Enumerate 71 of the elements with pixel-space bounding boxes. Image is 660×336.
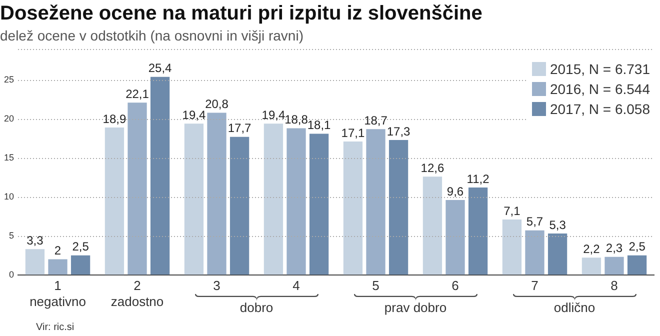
data-label: 18,7 (364, 113, 388, 128)
bar (104, 128, 124, 275)
data-label: 22,1 (126, 86, 150, 101)
bar (309, 134, 329, 275)
data-label: 3,3 (26, 233, 44, 248)
data-label: 2,2 (583, 242, 600, 256)
bar (582, 258, 602, 275)
y-tick-label: 0 (8, 269, 14, 280)
bar (468, 188, 488, 275)
y-tick-label: 20 (4, 113, 14, 124)
bar (446, 200, 465, 275)
y-tick-label: 25 (4, 74, 14, 84)
data-label: 2 (54, 244, 62, 258)
bar (25, 249, 45, 275)
bar (627, 255, 647, 275)
legend-label: 2015, N = 6.731 (550, 60, 650, 77)
text: prav dobro (384, 300, 447, 315)
x-tick-label: 4 (292, 278, 300, 294)
bar (388, 140, 408, 275)
y-tick-label: 10 (4, 191, 14, 202)
data-label: 18,8 (284, 112, 308, 127)
x-tick-label: 5 (372, 278, 380, 294)
bar (230, 136, 250, 275)
data-label: 11,2 (466, 172, 490, 186)
x-tick-label: 7 (531, 278, 538, 294)
data-label: 17,3 (386, 124, 411, 138)
data-label: 2,5 (72, 240, 90, 254)
text: Vir: ric.si (36, 322, 74, 333)
data-label: 9,6 (446, 184, 464, 198)
bar (366, 129, 386, 275)
bar (286, 128, 306, 275)
data-label: 20,8 (205, 97, 229, 112)
data-label: 25,4 (148, 61, 172, 76)
text: dobro (240, 300, 274, 315)
legend-label: 2017, N = 6.058 (550, 100, 650, 117)
bar (128, 102, 147, 275)
data-label: 17,7 (228, 121, 252, 136)
data-label: 17,1 (341, 126, 365, 140)
y-tick-label: 15 (4, 152, 14, 162)
y-tick-label: 5 (8, 230, 14, 240)
bar (548, 233, 568, 275)
bar (343, 142, 363, 275)
chart-title: Dosežene ocene na maturi pri izpitu iz slovenščine (0, 2, 482, 25)
bar (502, 219, 522, 275)
data-label: 18,9 (102, 112, 126, 126)
data-label: 19,4 (262, 108, 286, 122)
bar (604, 256, 624, 275)
data-label: 5,3 (549, 218, 566, 232)
data-label: 2,3 (606, 241, 623, 256)
bar (525, 230, 544, 275)
data-label: 18,1 (307, 118, 332, 132)
x-tick-label: 2 zadostno (110, 278, 164, 309)
text: odlično (554, 300, 596, 315)
bar (184, 124, 204, 275)
bar (264, 124, 284, 275)
bar (150, 76, 170, 275)
data-label: 12,6 (420, 160, 444, 175)
x-tick-label: 8 (610, 278, 618, 294)
bar (422, 176, 442, 275)
data-label: 2,5 (628, 240, 646, 254)
data-label: 19,4 (182, 108, 206, 122)
legend-label: 2016, N = 6.544 (550, 80, 650, 97)
data-label: 7,1 (504, 204, 521, 218)
x-tick-label: 6 (452, 278, 459, 294)
x-tick-label: 3 (213, 278, 220, 294)
x-tick-label: 1 negativno (30, 278, 86, 309)
bar (70, 255, 90, 275)
bar (207, 112, 226, 275)
chart-subtitle: delež ocene v odstotkih (na osnovni in višji ravni) (0, 27, 304, 44)
data-label: 5,7 (526, 214, 544, 229)
bar (48, 259, 68, 275)
